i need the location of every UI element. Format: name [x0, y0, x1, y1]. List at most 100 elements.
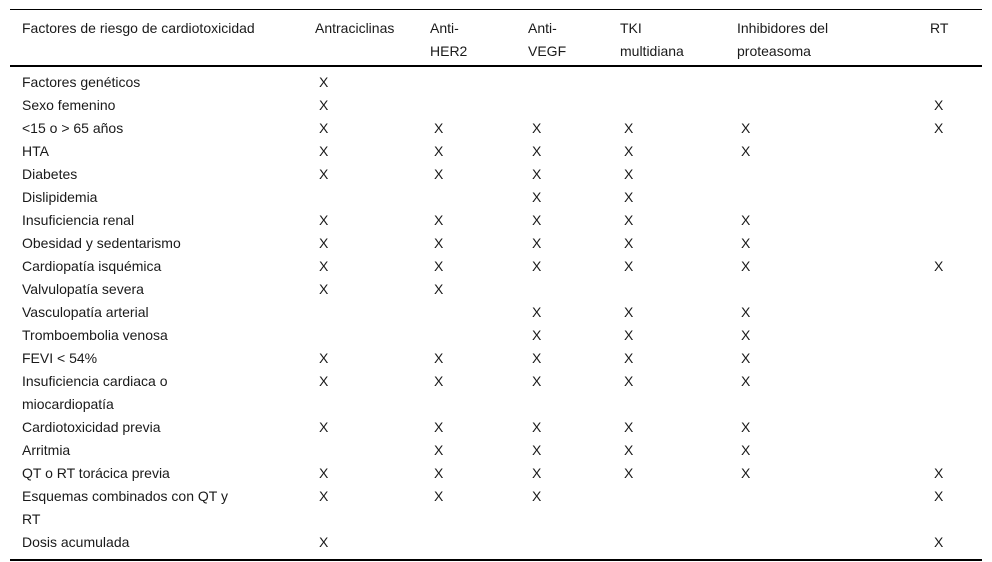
header-text: Antraciclinas	[315, 20, 395, 36]
mark-cell: X	[434, 166, 444, 182]
mark-cell: X	[624, 327, 634, 343]
mark-cell: X	[624, 373, 634, 389]
mark-cell	[930, 140, 982, 163]
mark-cell: X	[934, 465, 944, 481]
row-label: Esquemas combinados con QT y RT	[10, 485, 315, 531]
mark-cell: X	[624, 304, 634, 320]
mark-cell: X	[319, 258, 329, 274]
mark-cell: X	[434, 442, 444, 458]
mark-cell: X	[624, 442, 634, 458]
mark-cell: X	[319, 166, 329, 182]
header-text: RT	[930, 20, 949, 36]
row-label: <15 o > 65 años	[10, 117, 315, 140]
table-row: Insuficiencia cardiaca o miocardiopatía X X…	[10, 370, 982, 416]
mark-cell: X	[319, 235, 329, 251]
mark-cell: X	[532, 212, 542, 228]
mark-cell	[430, 66, 528, 94]
mark-cell	[737, 531, 930, 560]
table-row: Sexo femenino X X	[10, 94, 982, 117]
row-label-line: Esquemas combinados con QT y	[22, 488, 228, 504]
mark-cell	[430, 531, 528, 560]
header-col-tki-multidiana: TKI multidiana	[620, 9, 737, 67]
mark-cell	[315, 324, 430, 347]
row-label: HTA	[10, 140, 315, 163]
mark-cell: X	[434, 143, 444, 159]
mark-cell	[930, 66, 982, 94]
row-label-line: HTA	[22, 143, 49, 159]
row-label: QT o RT torácica previa	[10, 462, 315, 485]
table-row: Valvulopatía severa X X	[10, 278, 982, 301]
mark-cell: X	[434, 373, 444, 389]
mark-cell: X	[741, 442, 751, 458]
table-row: Insuficiencia renal X X X X X	[10, 209, 982, 232]
mark-cell: X	[532, 488, 542, 504]
mark-cell	[430, 324, 528, 347]
mark-cell	[620, 485, 737, 531]
mark-cell	[430, 301, 528, 324]
header-text: Anti-	[430, 20, 459, 36]
header-col-rt: RT	[930, 9, 982, 67]
row-label-line: <15 o > 65 años	[22, 120, 124, 136]
mark-cell	[430, 94, 528, 117]
row-label: Tromboembolia venosa	[10, 324, 315, 347]
mark-cell	[620, 531, 737, 560]
mark-cell: X	[319, 419, 329, 435]
cardiotoxicity-risk-factors-table: Factores de riesgo de cardiotoxicidad An…	[10, 9, 982, 561]
mark-cell	[930, 439, 982, 462]
mark-cell: X	[532, 258, 542, 274]
mark-cell: X	[624, 465, 634, 481]
mark-cell: X	[532, 442, 542, 458]
mark-cell	[528, 66, 620, 94]
header-text: TKI	[620, 20, 642, 36]
row-label: Vasculopatía arterial	[10, 301, 315, 324]
row-label: Cardiopatía isquémica	[10, 255, 315, 278]
header-text: Inhibidores del	[737, 20, 829, 36]
mark-cell: X	[434, 212, 444, 228]
mark-cell	[315, 186, 430, 209]
row-label: Insuficiencia cardiaca o miocardiopatía	[10, 370, 315, 416]
row-label-line: RT	[22, 511, 41, 527]
header-text: proteasoma	[737, 43, 811, 59]
row-label-line: FEVI < 54%	[22, 350, 98, 366]
mark-cell: X	[624, 166, 634, 182]
row-label-line: Sexo femenino	[22, 97, 116, 113]
mark-cell: X	[741, 465, 751, 481]
mark-cell: X	[624, 120, 634, 136]
table-row: Diabetes X X X X	[10, 163, 982, 186]
mark-cell: X	[532, 304, 542, 320]
mark-cell	[620, 66, 737, 94]
row-label-line: Obesidad y sedentarismo	[22, 235, 181, 251]
row-label: Insuficiencia renal	[10, 209, 315, 232]
table-row: Dislipidemia X X	[10, 186, 982, 209]
mark-cell: X	[319, 120, 329, 136]
row-label: Dislipidemia	[10, 186, 315, 209]
mark-cell	[737, 163, 930, 186]
mark-cell: X	[934, 488, 944, 504]
row-label: Factores genéticos	[10, 66, 315, 94]
row-label-line: QT o RT torácica previa	[22, 465, 170, 481]
mark-cell: X	[532, 419, 542, 435]
table-row: FEVI < 54% X X X X X	[10, 347, 982, 370]
mark-cell: X	[319, 281, 329, 297]
mark-cell: X	[532, 465, 542, 481]
row-label: Obesidad y sedentarismo	[10, 232, 315, 255]
mark-cell: X	[319, 488, 329, 504]
row-label: Valvulopatía severa	[10, 278, 315, 301]
mark-cell: X	[319, 373, 329, 389]
header-col-anti-vegf: Anti- VEGF	[528, 9, 620, 67]
table-row: Cardiotoxicidad previa X X X X X	[10, 416, 982, 439]
row-label-line: Insuficiencia renal	[22, 212, 135, 228]
mark-cell	[620, 278, 737, 301]
table-row: <15 o > 65 años X X X X X X	[10, 117, 982, 140]
mark-cell	[430, 186, 528, 209]
mark-cell: X	[741, 212, 751, 228]
mark-cell: X	[319, 74, 329, 90]
mark-cell: X	[434, 235, 444, 251]
header-text: HER2	[430, 43, 468, 59]
mark-cell: X	[319, 465, 329, 481]
mark-cell: X	[934, 120, 944, 136]
mark-cell: X	[532, 350, 542, 366]
mark-cell: X	[624, 212, 634, 228]
row-label-line: Arritmia	[22, 442, 71, 458]
header-text: Anti-	[528, 20, 557, 36]
